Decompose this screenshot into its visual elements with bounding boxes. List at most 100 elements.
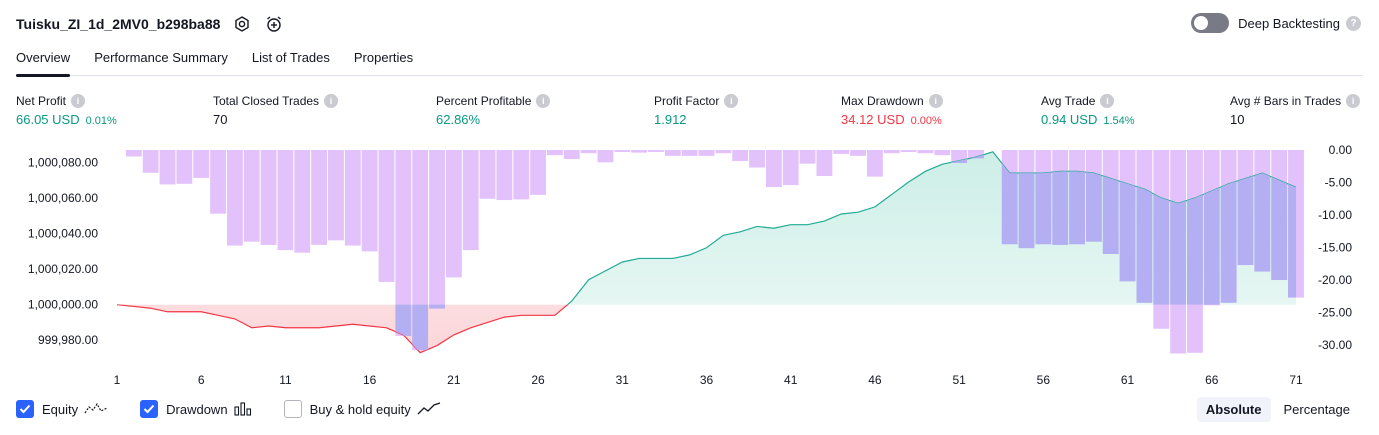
x-tick-label: 31 <box>616 373 630 387</box>
mode-absolute[interactable]: Absolute <box>1196 397 1271 422</box>
chart-legend: Equity Drawdown Buy & hold equity <box>16 400 473 418</box>
tab-overview[interactable]: Overview <box>16 44 71 77</box>
x-tick-label: 1 <box>114 373 121 387</box>
drawdown-bar <box>749 150 765 168</box>
legend-label: Equity <box>42 401 79 417</box>
drawdown-bar <box>732 150 749 162</box>
drawdown-bar <box>883 150 900 154</box>
drawdown-overlap-bar <box>1254 151 1271 272</box>
equity-drawdown-chart[interactable]: 1,000,080.00 1,000,060.00 1,000,040.00 1,00… <box>0 140 1379 390</box>
drawdown-bar <box>462 150 479 251</box>
deep-backtesting: Deep Backtesting ? <box>1191 13 1361 33</box>
drawdown-overlap-bar <box>1288 151 1296 298</box>
metric-label: Avg Trade <box>1041 94 1096 108</box>
drawdown-bar <box>125 150 142 157</box>
info-icon[interactable]: i <box>71 94 86 108</box>
metrics-row: Net Profit i 66.05 USD 0.01% Total Closed … <box>16 94 1363 130</box>
y-right-tick-label: -20.00 <box>1318 273 1352 287</box>
drawdown-bar <box>816 150 833 176</box>
metric-value: 1.912 <box>654 112 687 127</box>
chart-axes: 1,000,080.00 1,000,060.00 1,000,040.00 1,00… <box>28 143 1352 387</box>
drawdown-overlap-bar <box>1035 151 1052 245</box>
info-icon[interactable]: i <box>1346 94 1361 108</box>
y-left-tick-label: 1,000,080.00 <box>28 155 98 169</box>
alarm-add-icon[interactable] <box>264 14 284 34</box>
tab-performance-summary[interactable]: Performance Summary <box>94 50 228 65</box>
legend-buy-hold-equity[interactable]: Buy & hold equity <box>283 400 441 418</box>
legend-label: Drawdown <box>166 401 228 417</box>
drawdown-bar <box>412 150 429 351</box>
metric-label: Max Drawdown <box>841 94 924 108</box>
mode-percentage[interactable]: Percentage <box>1283 402 1351 417</box>
buy-hold-checkbox[interactable] <box>283 400 302 418</box>
tab-list-of-trades[interactable]: List of Trades <box>251 50 330 65</box>
deep-backtesting-toggle[interactable] <box>1191 13 1230 33</box>
x-tick-label: 26 <box>531 373 545 387</box>
x-tick-label: 16 <box>363 373 377 387</box>
drawdown-bar <box>867 150 883 177</box>
drawdown-bar <box>900 150 917 152</box>
x-tick-label: 56 <box>1037 373 1051 387</box>
info-icon[interactable]: i <box>1100 94 1115 108</box>
legend-equity[interactable]: Equity <box>16 400 108 418</box>
drawdown-bar <box>445 150 462 278</box>
drawdown-bar <box>378 150 395 282</box>
drawdown-bar <box>479 150 496 199</box>
x-tick-label: 21 <box>447 373 461 387</box>
equity-checkbox[interactable] <box>16 400 34 418</box>
metric-value: 66.05 USD <box>16 112 80 127</box>
equity-line-icon <box>84 402 108 416</box>
x-tick-label: 41 <box>784 373 798 387</box>
drawdown-bar <box>681 150 698 156</box>
y-right-tick-label: -10.00 <box>1318 208 1352 222</box>
metric-label: Total Closed Trades <box>213 94 320 108</box>
drawdown-bar <box>277 150 294 251</box>
y-left-tick-label: 1,000,000.00 <box>28 298 98 312</box>
value-mode-switch: Absolute Percentage <box>1193 397 1359 422</box>
drawdown-overlap-bar <box>1187 151 1203 353</box>
drawdown-bar <box>328 150 344 241</box>
legend-label: Buy & hold equity <box>309 401 411 417</box>
drawdown-bar <box>799 150 816 164</box>
drawdown-bars-icon <box>234 402 252 416</box>
strategy-header: Tuisku_ZI_1d_2MV0_b298ba88 <box>16 12 284 36</box>
toggle-knob <box>1194 16 1209 30</box>
drawdown-bar <box>648 150 664 152</box>
drawdown-overlap-bar <box>1052 151 1069 245</box>
tab-properties[interactable]: Properties <box>353 50 414 65</box>
help-icon[interactable]: ? <box>1346 15 1361 31</box>
metric-label: Avg # Bars in Trades <box>1230 94 1342 108</box>
drawdown-overlap-bar <box>1271 151 1288 280</box>
metric-percent: 1.54% <box>1103 115 1135 127</box>
metric-label: Percent Profitable <box>436 94 532 108</box>
drawdown-bar <box>530 150 546 195</box>
y-left-tick-label: 1,000,060.00 <box>28 191 98 205</box>
drawdown-bar <box>765 150 782 188</box>
info-icon[interactable]: i <box>324 94 339 108</box>
metric-value: 70 <box>213 112 228 127</box>
info-icon[interactable]: i <box>536 94 551 108</box>
metric-net-profit: Net Profit i 66.05 USD 0.01% <box>16 94 117 127</box>
x-tick-label: 61 <box>1121 373 1135 387</box>
drawdown-bar <box>395 150 412 336</box>
drawdown-bar <box>311 150 328 245</box>
drawdown-bar <box>782 150 799 186</box>
settings-icon[interactable] <box>232 14 252 34</box>
drawdown-bar <box>344 150 361 246</box>
y-right-tick-label: -15.00 <box>1318 241 1352 255</box>
drawdown-bar <box>142 150 159 173</box>
drawdown-checkbox[interactable] <box>140 400 159 418</box>
metric-value: 10 <box>1230 112 1245 127</box>
y-left-tick-label: 999,980.00 <box>38 333 98 347</box>
info-icon[interactable]: i <box>928 94 943 108</box>
y-right-tick-label: -25.00 <box>1318 306 1352 320</box>
drawdown-bar <box>361 150 378 252</box>
legend-drawdown[interactable]: Drawdown <box>140 400 251 418</box>
info-icon[interactable]: i <box>724 94 739 108</box>
metric-max-drawdown: Max Drawdown i 34.12 USD 0.00% <box>841 94 943 127</box>
metric-percent-profitable: Percent Profitable i 62.86% <box>436 94 551 127</box>
drawdown-bar <box>513 150 530 200</box>
metric-value: 62.86% <box>436 112 481 127</box>
metric-total-closed-trades: Total Closed Trades i 70 <box>213 94 339 127</box>
drawdown-bar <box>934 150 951 156</box>
